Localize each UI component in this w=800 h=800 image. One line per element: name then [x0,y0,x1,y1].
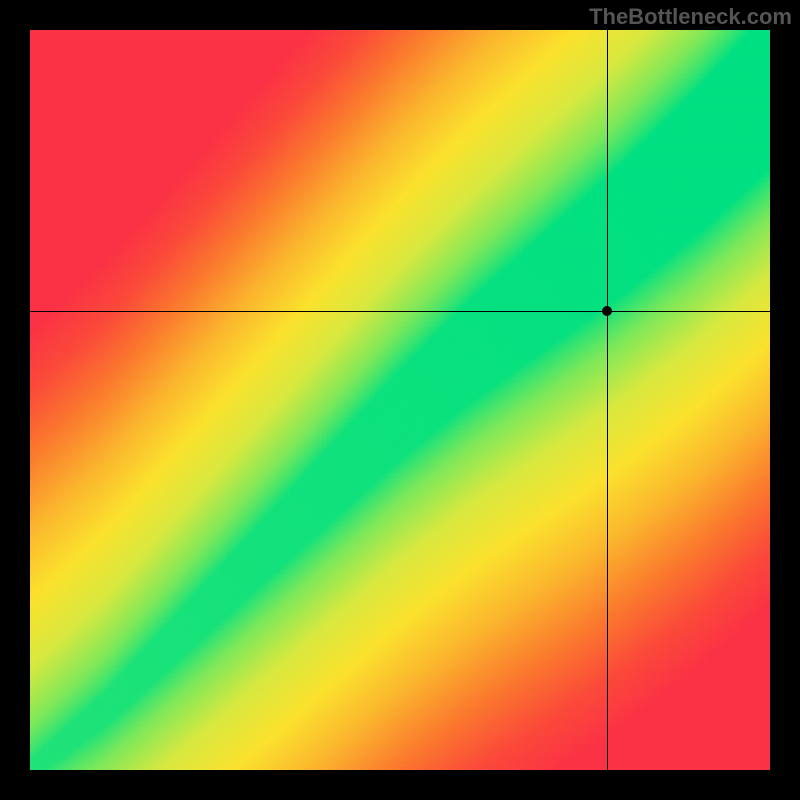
crosshair-vertical-line [607,30,608,770]
crosshair-horizontal-line [30,311,770,312]
crosshair-point [602,306,612,316]
watermark-text: TheBottleneck.com [589,4,792,30]
heatmap-canvas [30,30,770,770]
heatmap-plot [30,30,770,770]
